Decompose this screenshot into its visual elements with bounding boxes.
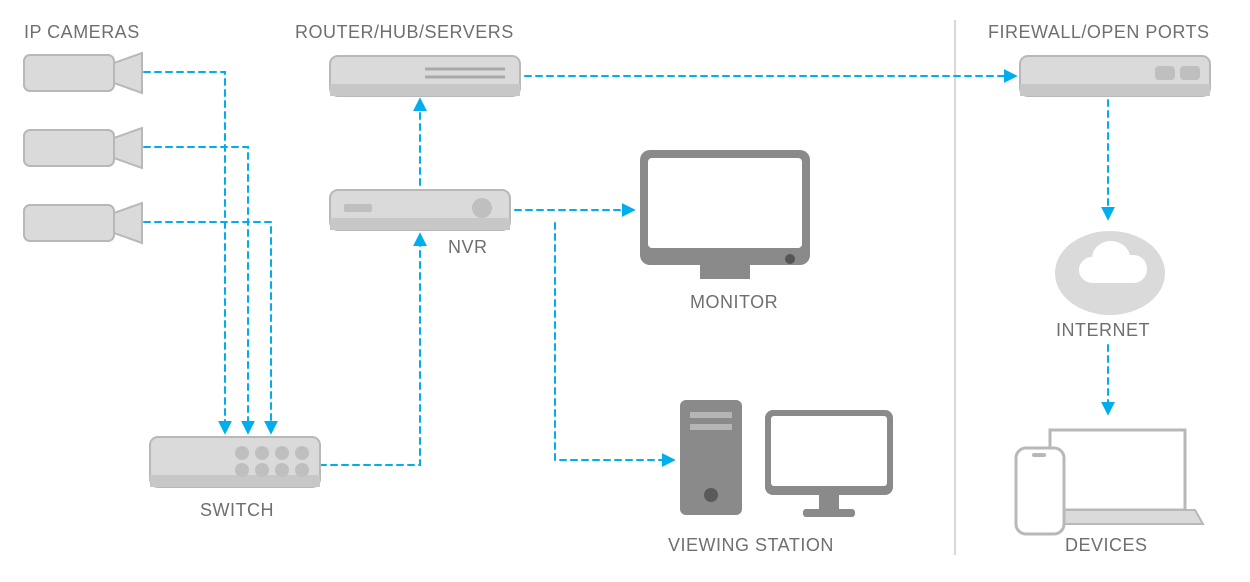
label-monitor: MONITOR [690, 292, 778, 313]
monitor-icon [640, 150, 810, 279]
nvr-icon [330, 190, 510, 230]
label-internet: INTERNET [1056, 320, 1150, 341]
cloud-icon [1055, 231, 1165, 315]
camera-icon [24, 53, 142, 243]
firewall-icon [1020, 56, 1210, 96]
router-icon [330, 56, 520, 96]
label-nvr: NVR [448, 237, 488, 258]
diagram-svg [0, 0, 1250, 582]
label-firewall: FIREWALL/OPEN PORTS [988, 22, 1210, 43]
switch-icon [150, 437, 320, 487]
connectors [144, 72, 1108, 465]
diagram-canvas: IP CAMERAS ROUTER/HUB/SERVERS FIREWALL/O… [0, 0, 1250, 582]
label-switch: SWITCH [200, 500, 274, 521]
devices-icon [1016, 430, 1203, 534]
viewing-monitor-icon [765, 410, 893, 517]
label-ip-cameras: IP CAMERAS [24, 22, 140, 43]
label-devices: DEVICES [1065, 535, 1148, 556]
tower-icon [680, 400, 742, 515]
label-viewing: VIEWING STATION [668, 535, 834, 556]
label-router: ROUTER/HUB/SERVERS [295, 22, 514, 43]
